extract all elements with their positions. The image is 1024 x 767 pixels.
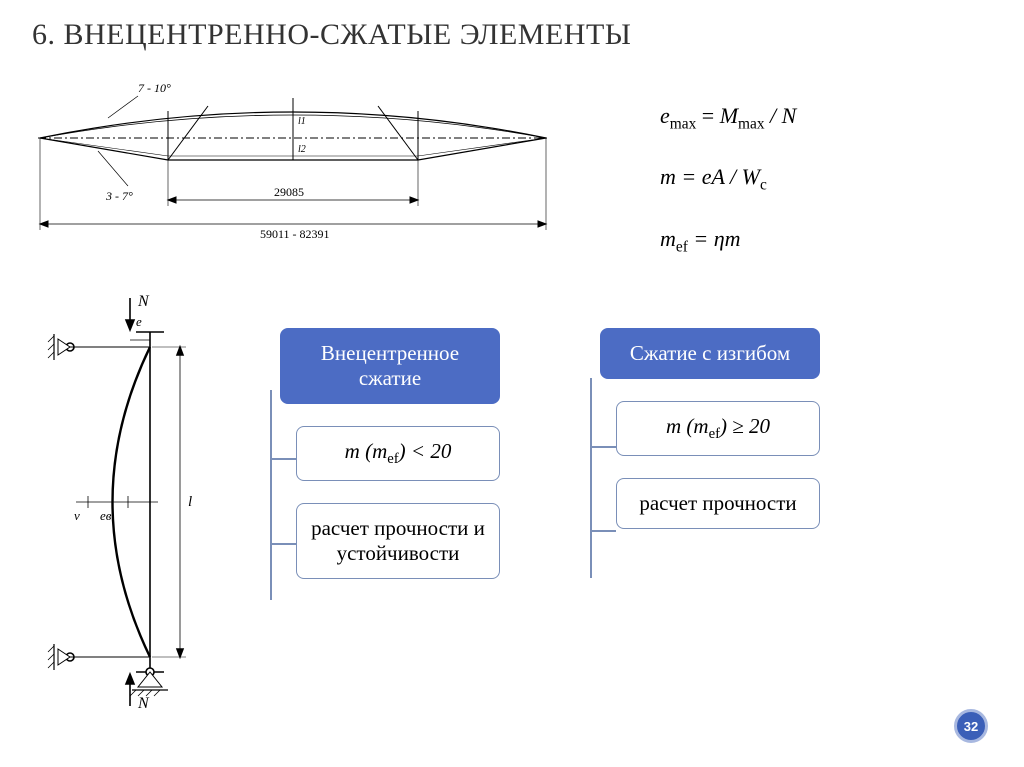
flow-right-header: Сжатие с изгибом <box>600 328 820 379</box>
flow-bending: Сжатие с изгибом m (mef) ≥ 20 расчет про… <box>580 328 820 551</box>
formulas-block: emax = Mmax / N m = eA / Wc mef = ηm <box>660 92 796 276</box>
truss-diagram: 7 - 10° 3 - 7° 29085 59011 - 82391 l1 l2 <box>28 78 558 258</box>
page-number-badge: 32 <box>954 709 988 743</box>
flow-right-calc: расчет прочности <box>616 478 820 529</box>
col-l: l <box>188 494 192 510</box>
column-diagram: N N e v eв l <box>40 292 215 712</box>
formula-m: m = eA / Wc <box>660 153 796 202</box>
flow-eccentric: Внецентренное сжатие m (mef) < 20 расчет… <box>260 328 500 601</box>
page-title: 6. ВНЕЦЕНТРЕННО-СЖАТЫЕ ЭЛЕМЕНТЫ <box>32 18 631 52</box>
flow-left-calc: расчет прочности и устойчивости <box>296 503 500 579</box>
formula-emax: emax = Mmax / N <box>660 92 796 141</box>
truss-angle-top: 7 - 10° <box>138 81 171 95</box>
truss-l2: l2 <box>298 144 306 155</box>
formula-mef: mef = ηm <box>660 215 796 264</box>
truss-dim-full: 59011 - 82391 <box>260 227 330 241</box>
col-n-bottom: N <box>137 695 150 712</box>
col-n-top: N <box>137 293 150 310</box>
flow-left-condition: m (mef) < 20 <box>296 426 500 481</box>
flow-right-condition: m (mef) ≥ 20 <box>616 401 820 456</box>
truss-l1: l1 <box>298 116 306 127</box>
truss-dim-mid: 29085 <box>274 185 304 199</box>
truss-angle-bottom: 3 - 7° <box>105 189 133 203</box>
col-eb: eв <box>100 508 112 523</box>
flow-left-header: Внецентренное сжатие <box>280 328 500 404</box>
col-e: e <box>136 314 142 329</box>
col-v: v <box>74 508 80 523</box>
